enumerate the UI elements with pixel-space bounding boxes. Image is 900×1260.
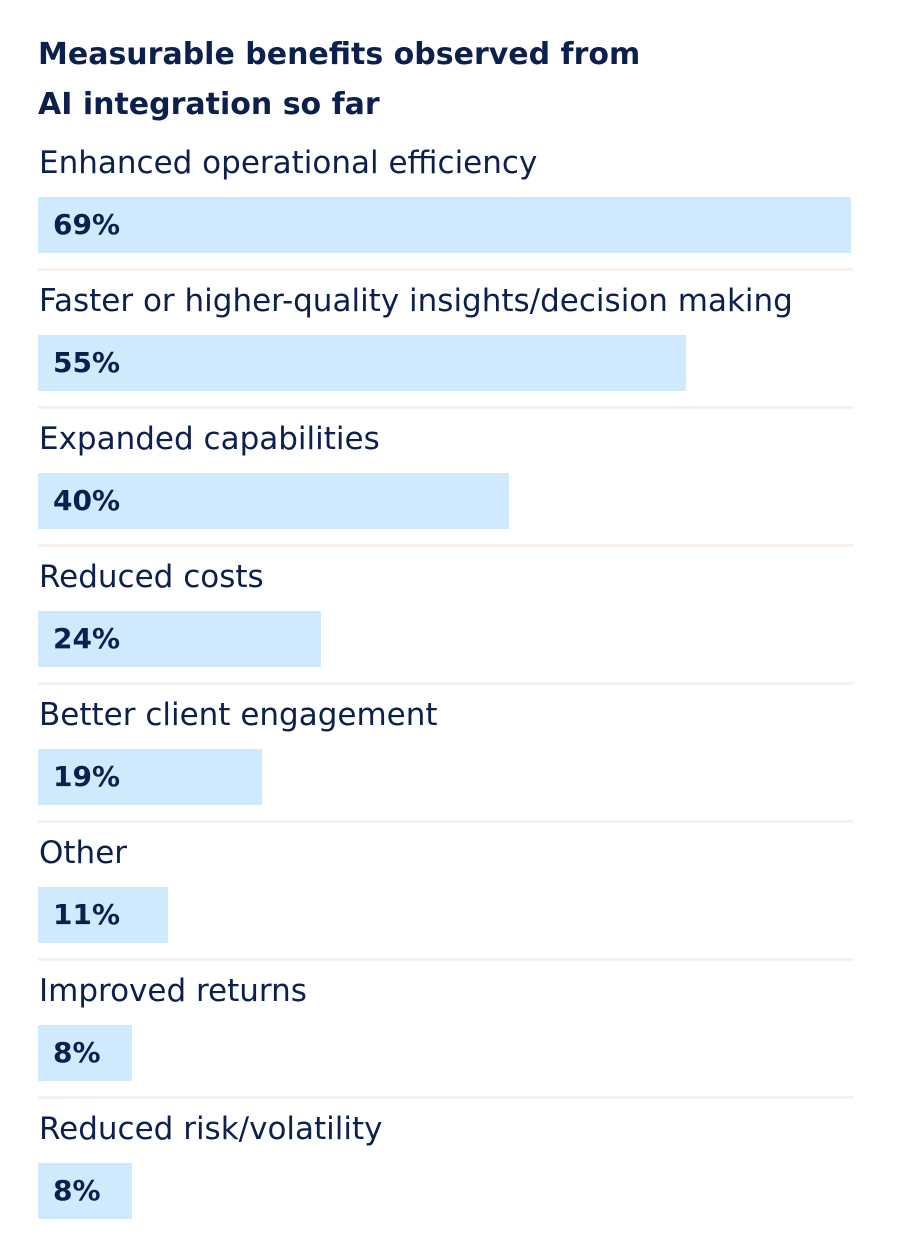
data-label: 69% — [53, 208, 121, 241]
category-label: Reduced risk/volatility — [39, 1111, 383, 1147]
row-divider — [38, 820, 853, 823]
row-divider — [38, 1096, 853, 1099]
bar-track: 24% — [38, 611, 851, 667]
category-label: Faster or higher-quality insights/decisi… — [39, 283, 793, 319]
bar-row: Reduced costs 24% — [0, 551, 900, 689]
bar — [38, 197, 851, 253]
category-label: Reduced costs — [39, 559, 264, 595]
category-label: Improved returns — [39, 973, 307, 1009]
bar — [38, 473, 510, 529]
category-label: Expanded capabilities — [39, 421, 380, 457]
bar-track: 55% — [38, 335, 851, 391]
category-label: Other — [39, 835, 128, 871]
bar-row: Better client engagement 19% — [0, 689, 900, 827]
data-label: 8% — [53, 1174, 101, 1207]
bar — [38, 611, 321, 667]
bar-row: Improved returns 8% — [0, 965, 900, 1103]
data-label: 24% — [53, 622, 121, 655]
row-divider — [38, 406, 853, 409]
bar-track: 8% — [38, 1163, 851, 1219]
bar — [38, 887, 168, 943]
bar — [38, 749, 262, 805]
bar-track: 19% — [38, 749, 851, 805]
bar-track: 11% — [38, 887, 851, 943]
data-label: 8% — [53, 1036, 101, 1069]
data-label: 55% — [53, 346, 121, 379]
data-label: 11% — [53, 898, 121, 931]
category-label: Better client engagement — [39, 697, 438, 733]
bar-row: Other 11% — [0, 827, 900, 965]
bar — [38, 1025, 133, 1081]
bar-row: Enhanced operational efficiency 69% — [0, 137, 900, 275]
bar — [38, 1163, 133, 1219]
bar-row: Expanded capabilities 40% — [0, 413, 900, 551]
category-label: Enhanced operational efficiency — [39, 145, 538, 181]
row-divider — [38, 268, 853, 271]
bar-track: 69% — [38, 197, 851, 253]
bar-track: 40% — [38, 473, 851, 529]
chart-title: Measurable benefits observed from AI int… — [38, 37, 641, 122]
data-label: 40% — [53, 484, 121, 517]
row-divider — [38, 958, 853, 961]
bar-row: Reduced risk/volatility 8% — [0, 1103, 900, 1241]
data-label: 19% — [53, 760, 121, 793]
row-divider — [38, 544, 853, 547]
bar-row: Faster or higher-quality insights/decisi… — [0, 275, 900, 413]
bar — [38, 335, 687, 391]
bar-track: 8% — [38, 1025, 851, 1081]
row-divider — [38, 682, 853, 685]
